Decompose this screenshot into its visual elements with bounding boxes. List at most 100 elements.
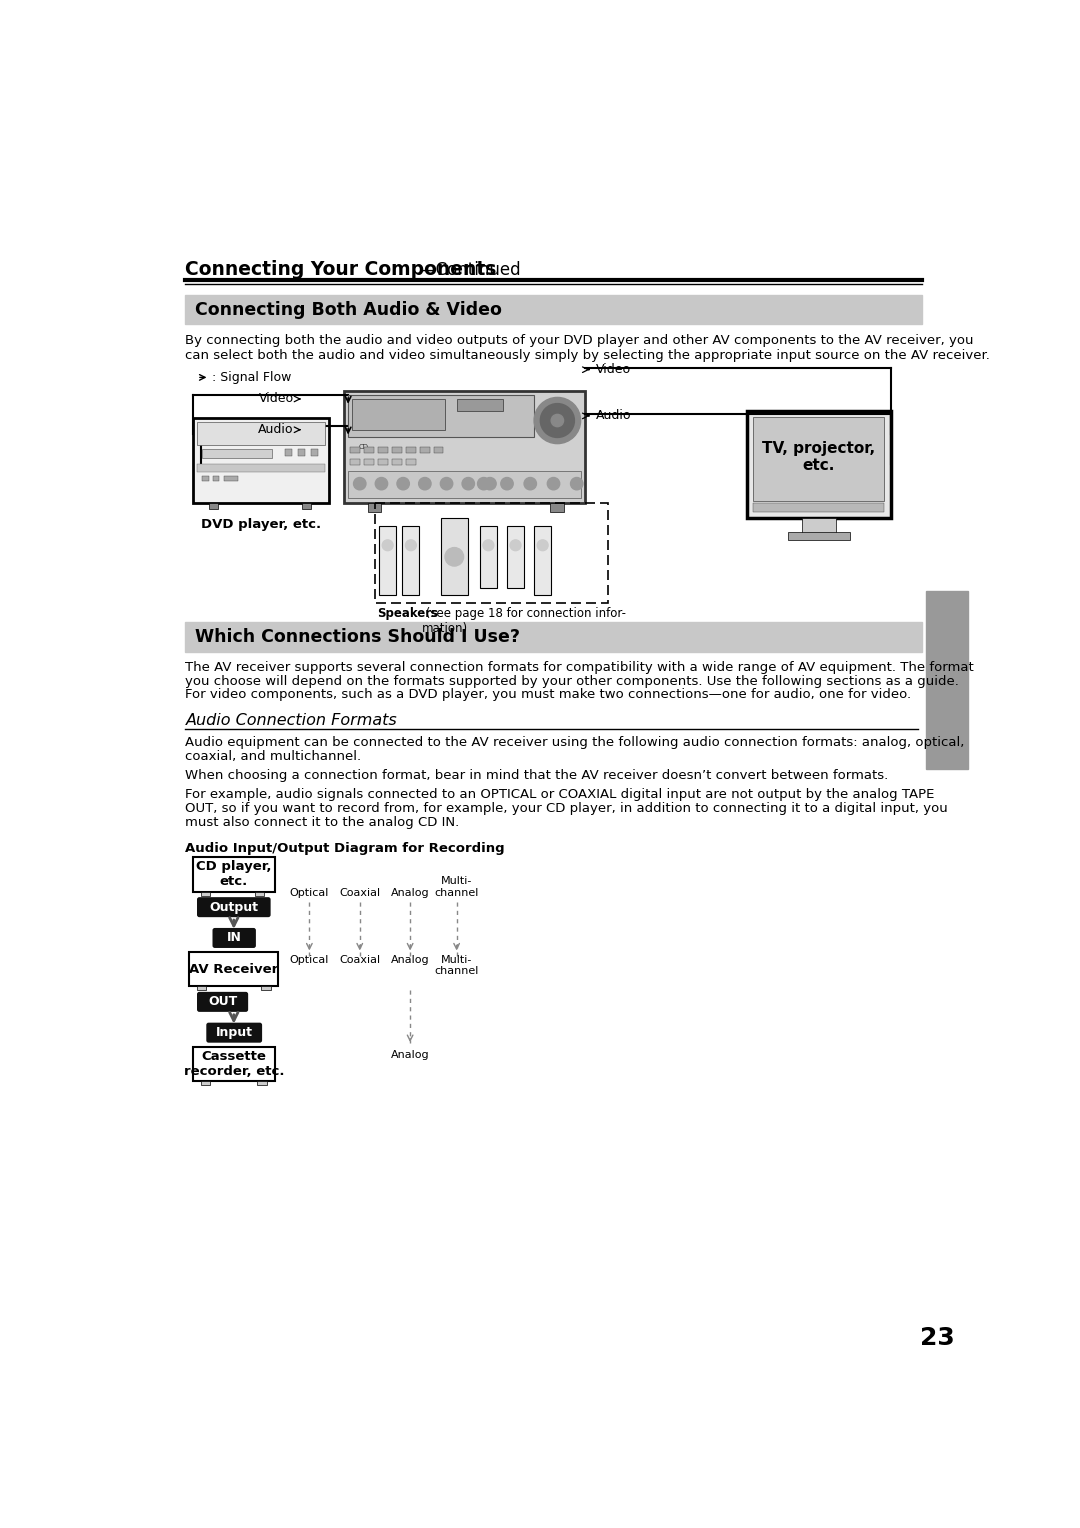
Circle shape xyxy=(501,477,513,490)
Circle shape xyxy=(570,477,583,490)
Circle shape xyxy=(548,477,559,490)
Text: : Signal Flow: : Signal Flow xyxy=(213,371,292,384)
Text: Audio Connection Formats: Audio Connection Formats xyxy=(186,714,397,729)
Text: CD player,
etc.: CD player, etc. xyxy=(197,860,271,888)
Bar xyxy=(378,458,388,465)
Text: must also connect it to the analog CD IN.: must also connect it to the analog CD IN… xyxy=(186,816,460,828)
Bar xyxy=(298,449,305,455)
Bar xyxy=(926,591,968,769)
Circle shape xyxy=(353,477,366,490)
FancyBboxPatch shape xyxy=(206,1022,262,1042)
Bar xyxy=(507,526,524,588)
Bar xyxy=(311,449,318,455)
Text: Connecting Both Audio & Video: Connecting Both Audio & Video xyxy=(195,301,502,319)
Bar xyxy=(201,892,211,895)
Circle shape xyxy=(524,477,537,490)
Text: —Continued: —Continued xyxy=(419,261,521,278)
Text: Multi-
channel: Multi- channel xyxy=(434,877,478,898)
Bar xyxy=(208,503,218,509)
Bar xyxy=(348,471,581,498)
Bar xyxy=(186,622,921,651)
Bar xyxy=(255,892,265,895)
Bar xyxy=(364,458,374,465)
Bar xyxy=(189,952,279,987)
Bar xyxy=(550,503,564,512)
Text: Coaxial: Coaxial xyxy=(339,888,380,898)
Bar xyxy=(375,503,608,604)
Bar xyxy=(379,526,396,596)
Text: For video components, such as a DVD player, you must make two connections—one fo: For video components, such as a DVD play… xyxy=(186,689,912,701)
Bar xyxy=(225,475,238,481)
Circle shape xyxy=(419,477,431,490)
Bar xyxy=(457,399,503,411)
Bar xyxy=(441,518,469,596)
Text: IN: IN xyxy=(227,932,242,944)
Text: Video: Video xyxy=(259,393,294,405)
Text: Video: Video xyxy=(596,364,631,376)
Bar xyxy=(284,449,292,455)
Text: can select both the audio and video simultaneously simply by selecting the appro: can select both the audio and video simu… xyxy=(186,348,990,362)
Bar xyxy=(378,446,388,452)
Bar xyxy=(420,446,430,452)
Bar xyxy=(406,458,416,465)
Bar xyxy=(202,449,272,458)
Bar xyxy=(301,503,311,509)
Text: Connecting Your Components: Connecting Your Components xyxy=(186,260,497,280)
Text: Optical: Optical xyxy=(289,955,329,964)
Bar xyxy=(367,503,381,512)
Bar xyxy=(197,422,325,445)
Text: Multi-
channel: Multi- channel xyxy=(434,955,478,976)
Bar xyxy=(345,391,584,503)
Circle shape xyxy=(551,414,564,426)
Text: Audio: Audio xyxy=(596,410,632,422)
Circle shape xyxy=(397,477,409,490)
Text: The AV receiver supports several connection formats for compatibility with a wid: The AV receiver supports several connect… xyxy=(186,660,974,674)
Bar xyxy=(747,411,891,518)
Bar xyxy=(350,458,360,465)
Text: CD: CD xyxy=(359,443,368,449)
Text: OUT, so if you want to record from, for example, your CD player, in addition to : OUT, so if you want to record from, for … xyxy=(186,802,948,814)
Circle shape xyxy=(441,477,453,490)
Bar xyxy=(406,446,416,452)
Text: Analog: Analog xyxy=(391,888,430,898)
Bar xyxy=(257,1082,267,1085)
FancyBboxPatch shape xyxy=(197,992,248,1012)
Circle shape xyxy=(483,539,494,550)
Text: When choosing a connection format, bear in mind that the AV receiver doesn’t con: When choosing a connection format, bear … xyxy=(186,769,889,781)
Text: Coaxial: Coaxial xyxy=(339,955,380,964)
Bar xyxy=(434,446,444,452)
Bar xyxy=(193,419,328,503)
Bar xyxy=(754,417,885,501)
Circle shape xyxy=(510,539,521,550)
Circle shape xyxy=(405,539,416,550)
Text: TV, projector,
etc.: TV, projector, etc. xyxy=(762,440,876,472)
Text: coaxial, and multichannel.: coaxial, and multichannel. xyxy=(186,750,362,762)
Bar xyxy=(787,532,850,539)
Text: Which Connections Should I Use?: Which Connections Should I Use? xyxy=(195,628,521,646)
Text: Analog: Analog xyxy=(391,955,430,964)
Bar xyxy=(193,857,274,892)
Bar xyxy=(364,446,374,452)
Text: Input: Input xyxy=(216,1027,253,1039)
Text: Analog: Analog xyxy=(391,1050,430,1060)
Circle shape xyxy=(540,403,575,437)
Circle shape xyxy=(462,477,474,490)
Text: Output: Output xyxy=(210,900,258,914)
Text: AV Receiver: AV Receiver xyxy=(189,963,279,976)
Circle shape xyxy=(535,397,581,443)
Circle shape xyxy=(537,539,548,550)
Bar xyxy=(261,987,271,990)
Bar xyxy=(480,526,497,588)
Text: Optical: Optical xyxy=(289,888,329,898)
Text: Audio Input/Output Diagram for Recording: Audio Input/Output Diagram for Recording xyxy=(186,842,505,854)
Text: Audio equipment can be connected to the AV receiver using the following audio co: Audio equipment can be connected to the … xyxy=(186,736,964,749)
FancyBboxPatch shape xyxy=(213,927,256,947)
Bar xyxy=(535,526,551,596)
Bar xyxy=(197,465,325,472)
Text: (see page 18 for connection infor-
mation): (see page 18 for connection infor- matio… xyxy=(422,607,625,634)
Bar xyxy=(352,399,445,429)
Text: For example, audio signals connected to an OPTICAL or COAXIAL digital input are : For example, audio signals connected to … xyxy=(186,788,935,801)
Text: Speakers: Speakers xyxy=(377,607,437,620)
Bar xyxy=(202,475,208,481)
Circle shape xyxy=(382,539,393,550)
